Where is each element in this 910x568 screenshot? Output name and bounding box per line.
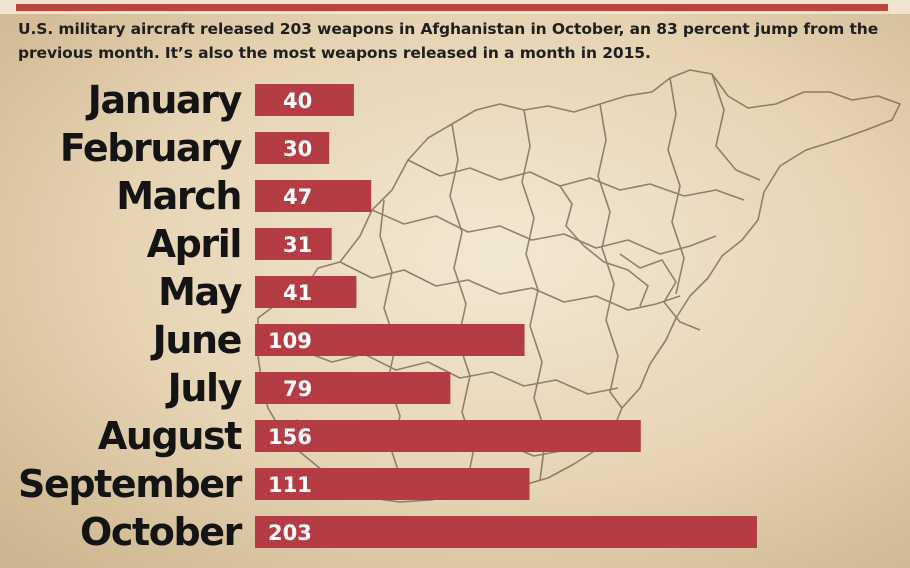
value-label-october: 203 xyxy=(268,521,312,545)
month-label-february: February xyxy=(60,126,243,170)
bar-february xyxy=(255,132,330,164)
title-accent-line xyxy=(16,4,888,11)
bar-may xyxy=(255,276,357,308)
value-label-march: 47 xyxy=(283,185,312,209)
month-label-march: March xyxy=(116,174,241,218)
month-label-january: January xyxy=(85,78,243,122)
value-label-august: 156 xyxy=(268,425,312,449)
bar-april xyxy=(255,228,332,260)
month-label-august: August xyxy=(98,414,242,458)
bar-january xyxy=(255,84,354,116)
chart-subtitle: U.S. military aircraft released 203 weap… xyxy=(18,20,879,62)
title-strip xyxy=(0,0,910,14)
bar-october xyxy=(255,516,757,548)
month-label-june: June xyxy=(150,318,241,362)
value-label-january: 40 xyxy=(283,89,312,113)
value-label-june: 109 xyxy=(268,329,312,353)
month-label-october: October xyxy=(80,510,243,554)
bar-march xyxy=(255,180,372,212)
month-label-september: September xyxy=(18,462,243,506)
value-label-july: 79 xyxy=(283,377,312,401)
month-label-april: April xyxy=(147,222,241,266)
value-label-february: 30 xyxy=(283,137,312,161)
value-label-may: 41 xyxy=(283,281,312,305)
value-label-april: 31 xyxy=(283,233,312,257)
value-label-september: 111 xyxy=(268,473,312,497)
month-label-may: May xyxy=(158,270,242,314)
bar-august xyxy=(255,420,641,452)
bar-july xyxy=(255,372,451,404)
bar-june xyxy=(255,324,525,356)
bar-september xyxy=(255,468,530,500)
month-label-july: July xyxy=(165,366,243,410)
